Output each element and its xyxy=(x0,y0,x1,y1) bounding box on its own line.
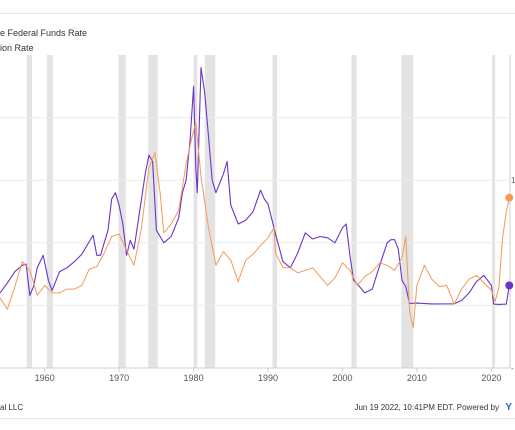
chart-footer: al LLC Jun 19 2022, 10:41PM EDT. Powered… xyxy=(0,402,515,415)
y-tick-label: - xyxy=(511,364,514,373)
brand-logo[interactable]: Y xyxy=(505,402,512,413)
legend-item-fed-funds: e Federal Funds Rate xyxy=(0,28,88,38)
x-tick-labels: 1960 1970 1980 1990 2000 2010 2020 xyxy=(35,368,501,383)
inflation-end-marker xyxy=(505,193,514,202)
top-divider xyxy=(0,13,515,14)
fed-funds-end-marker xyxy=(505,281,514,290)
recession-band xyxy=(272,55,277,368)
x-tick-label: 1990 xyxy=(258,373,278,383)
recession-band xyxy=(148,55,158,368)
recession-band xyxy=(46,55,53,368)
recession-band xyxy=(492,55,496,368)
recession-band xyxy=(401,55,414,368)
recession-band xyxy=(118,55,126,368)
x-tick-label: 2010 xyxy=(407,373,427,383)
x-tick-label: 1960 xyxy=(35,373,55,383)
series-lines xyxy=(0,66,510,329)
chart-legend: e Federal Funds Rate ion Rate xyxy=(0,26,87,56)
recession-band xyxy=(351,55,357,368)
recession-band xyxy=(204,55,216,368)
inflation-rate-line xyxy=(0,122,510,329)
fed-funds-rate-line xyxy=(0,66,510,305)
y-tick-labels: 1- xyxy=(511,176,515,373)
series-end-markers xyxy=(505,193,514,290)
footer-timestamp: Jun 19 2022, 10:41PM EDT. Powered by xyxy=(354,403,499,412)
bottom-divider xyxy=(0,418,515,419)
x-tick-label: 2000 xyxy=(332,373,352,383)
line-chart: 1960 1970 1980 1990 2000 2010 2020 1- xyxy=(0,55,515,383)
recession-band xyxy=(26,55,33,368)
legend-item-inflation: ion Rate xyxy=(0,43,34,53)
recession-bands xyxy=(26,55,496,368)
y-tick-label: 1 xyxy=(511,176,515,185)
footer-source: al LLC xyxy=(0,403,24,412)
x-tick-label: 1980 xyxy=(184,373,204,383)
x-tick-label: 1970 xyxy=(109,373,129,383)
x-tick-label: 2020 xyxy=(481,373,501,383)
recession-band xyxy=(193,55,198,368)
grid-lines xyxy=(0,55,511,369)
